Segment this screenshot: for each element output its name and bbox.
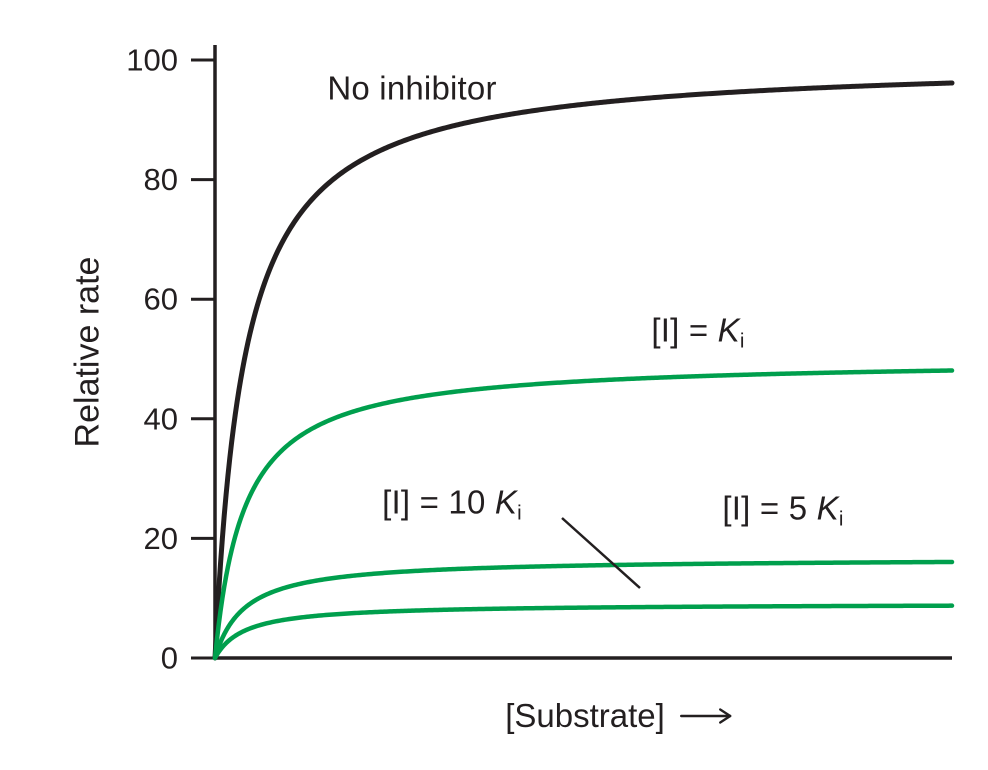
curve-label-ki: [I] = Ki <box>651 311 744 351</box>
y-tick-label: 80 <box>144 162 178 197</box>
y-axis-title: Relative rate <box>68 256 107 448</box>
right-arrow-icon <box>679 708 731 724</box>
curve-inhibitor-ki <box>212 368 955 661</box>
y-tick-label: 60 <box>144 282 178 317</box>
ki-subscript: i <box>838 507 844 531</box>
ki-subscript: i <box>517 501 522 525</box>
curve-inhibitor-10ki <box>212 603 955 661</box>
label-pointer-line <box>561 517 641 589</box>
curve-label-text: No inhibitor <box>327 69 497 107</box>
curve-no-inhibitor <box>212 80 955 661</box>
ki-subscript: i <box>739 329 745 353</box>
y-tick-label: 40 <box>144 401 178 436</box>
curve-label-no-inhibitor: No inhibitor <box>327 72 496 105</box>
y-tick-label: 20 <box>144 521 178 556</box>
x-axis-title-text: [Substrate] <box>505 697 665 734</box>
y-tick-label: 0 <box>161 641 178 676</box>
curve-label-text: [I] = <box>651 311 718 349</box>
curve-inhibitor-5ki <box>212 559 955 661</box>
x-axis-title: [Substrate] <box>505 697 735 735</box>
curve-label-10ki: [I] = 10 Ki <box>382 483 522 523</box>
ki-symbol: K <box>717 311 740 349</box>
curve-label-text: [I] = 10 <box>382 483 495 521</box>
curve-label-5ki: [I] = 5 Ki <box>722 489 843 529</box>
curve-label-text: [I] = 5 <box>722 489 817 527</box>
y-tick-label: 100 <box>126 43 178 78</box>
ki-symbol: K <box>494 483 518 521</box>
ki-symbol: K <box>816 489 839 527</box>
